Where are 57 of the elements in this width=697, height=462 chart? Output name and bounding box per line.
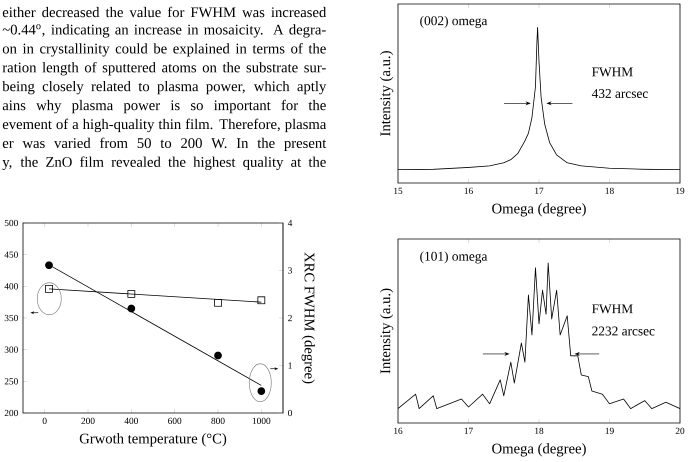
y2-axis-title: XRC FWHM (degree)	[302, 252, 315, 384]
point	[214, 298, 222, 307]
point	[127, 304, 136, 312]
y-tick-label: 500	[4, 220, 18, 226]
point	[127, 290, 136, 298]
text: either decreased the value for FWHM was increased	[2, 6, 326, 18]
x-tick-label: 16	[394, 428, 402, 434]
x-tick-label: 18	[606, 188, 614, 194]
annotation: 2232 arcsec	[592, 326, 655, 336]
x-tick-label: 19	[676, 188, 684, 194]
text: y, the ZnO film revealed the highest quality at the	[2, 156, 326, 170]
text: on in crystallinity could be explained in terms of the	[2, 43, 326, 57]
y-tick-label: 250	[4, 378, 18, 384]
x-tick-label: 400	[124, 418, 138, 424]
point	[257, 387, 266, 396]
y2-tick-label: 2	[288, 314, 292, 322]
x-tick-label: 15	[394, 188, 402, 194]
y2-tick-label: 4	[288, 220, 292, 226]
x-tick-label: 800	[211, 418, 225, 424]
text: er was varied from 50 to 200 W. In the present	[2, 138, 326, 152]
x-axis-title: Omega (degree)	[492, 443, 586, 456]
text: ains why plasma power is so important for the	[2, 100, 326, 114]
point	[45, 285, 53, 293]
x-axis-title: Grwoth temperature (°C)	[80, 433, 226, 446]
annotation: (101) omega	[420, 251, 488, 264]
annotation: FWHM	[592, 304, 633, 314]
x-tick-label: 600	[168, 418, 182, 424]
x-tick-label: 20	[676, 428, 684, 434]
point	[257, 296, 266, 304]
x-tick-label: 19	[606, 428, 614, 434]
y-tick-label: 300	[4, 346, 18, 353]
y-tick-label: 450	[4, 252, 18, 258]
x-tick-label: 18	[535, 428, 544, 434]
y-axis-title: Intensity (a.u.)	[380, 51, 394, 136]
text: ~0.44$^{o}$, indicating an increase in mosaicity. A degra-	[2, 24, 326, 38]
y-axis-title: Intensity (a.u.)	[380, 288, 394, 374]
annotation: (002) omega	[420, 16, 488, 28]
point	[45, 261, 53, 270]
x-tick-label: 17	[535, 188, 544, 194]
text: ration length of sputtered atoms on the substrate sur-	[2, 62, 326, 76]
y2-tick-label: 1	[288, 362, 292, 369]
point	[214, 352, 222, 360]
text: being closely related to plasma power, which aptly	[2, 80, 326, 94]
text: evement of a high-quality thin film. Therefore, plasma	[2, 118, 326, 132]
y2-tick-label: 0	[288, 410, 292, 416]
y-tick-label: 400	[4, 283, 18, 290]
x-tick-label: 1000	[252, 418, 270, 424]
y-tick-label: 350	[4, 314, 18, 322]
x-tick-label: 16	[464, 188, 473, 194]
y-tick-label: 200	[4, 410, 18, 416]
x-axis-title: Omega (degree)	[492, 203, 586, 216]
annotation: FWHM	[592, 68, 633, 76]
y2-tick-label: 3	[288, 267, 292, 274]
annotation: 432 arcsec	[592, 89, 648, 98]
x-tick-label: 0	[42, 418, 47, 424]
x-tick-label: 200	[81, 418, 95, 424]
x-tick-label: 17	[464, 428, 473, 434]
